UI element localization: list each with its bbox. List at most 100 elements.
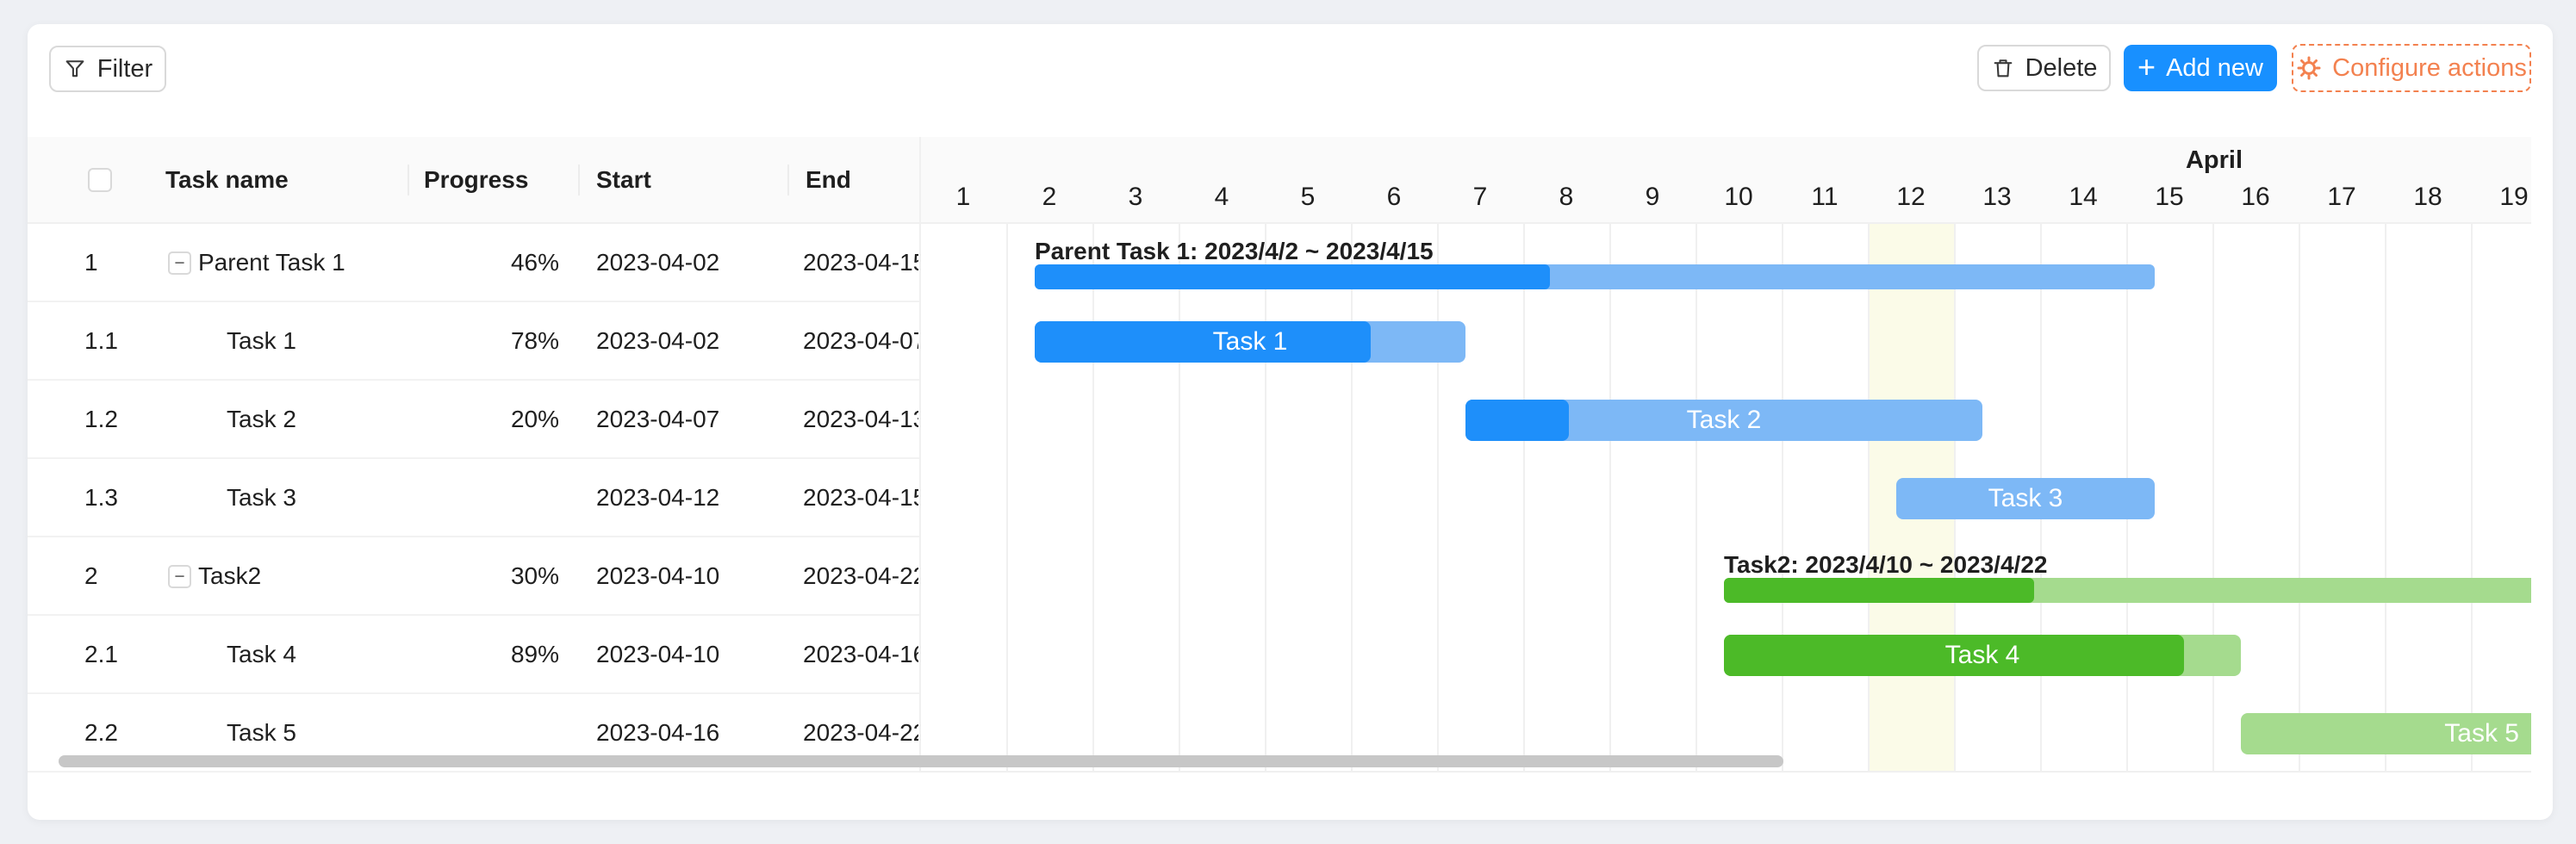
day-label: 13 <box>1982 183 2012 211</box>
start-date: 2023-04-02 <box>596 326 720 354</box>
progress-value: 30% <box>510 562 559 589</box>
end-date: 2023-04-15 <box>803 248 918 276</box>
gantt-bar-label: Task 3 <box>1988 484 2063 512</box>
gantt-parent-label: Parent Task 1: 2023/4/2 ~ 2023/4/15 <box>1035 238 1434 264</box>
day-label: 17 <box>2327 183 2356 211</box>
gantt-widget-card: Filter Delete + Add new Configure action… <box>28 24 2553 820</box>
task-name: Task 4 <box>227 640 296 667</box>
grid-line <box>1351 224 1353 771</box>
gantt-bar-label: Task 2 <box>1686 406 1762 434</box>
configure-actions-button[interactable]: Configure actions <box>2292 44 2531 92</box>
gantt-bar-fill <box>1465 400 1569 441</box>
table-row[interactable]: 1.2 Task 2 20% 2023-04-07 2023-04-13 <box>28 381 920 459</box>
gantt-chart-area: Parent Task 1: 2023/4/2 ~ 2023/4/15 Task … <box>920 224 2531 773</box>
day-label: 4 <box>1214 183 1229 211</box>
end-date: 2023-04-22 <box>803 718 918 746</box>
task-name: Task 2 <box>227 405 296 432</box>
configure-actions-label: Configure actions <box>2332 53 2527 82</box>
gantt-bar-fill <box>1724 578 2034 603</box>
task-name: Parent Task 1 <box>198 248 345 276</box>
filter-funnel-icon <box>63 57 87 81</box>
gantt-bar[interactable] <box>1724 578 2531 603</box>
plus-icon: + <box>2137 48 2156 84</box>
grid-line <box>1437 224 1439 771</box>
progress-value <box>408 459 569 536</box>
column-header-end: End <box>806 165 851 193</box>
gantt-bar[interactable]: Task 2 <box>1465 400 1982 441</box>
gear-icon <box>2296 55 2322 81</box>
task-name: Task 1 <box>227 326 296 354</box>
gantt-bar-fill <box>1035 264 1550 289</box>
table-row[interactable]: 2.1 Task 4 89% 2023-04-10 2023-04-16 <box>28 616 920 694</box>
grid-line <box>1006 224 1008 771</box>
day-label: 7 <box>1472 183 1488 211</box>
row-index: 1.3 <box>84 483 118 511</box>
end-date: 2023-04-13 <box>803 405 918 432</box>
column-header-start: Start <box>596 165 651 193</box>
column-separator <box>408 164 409 195</box>
gantt-bar-label: Task 1 <box>1212 327 1288 356</box>
row-index: 2.2 <box>84 718 118 746</box>
day-label: 6 <box>1386 183 1402 211</box>
grid-line <box>1092 224 1094 771</box>
gantt-bar[interactable]: Task 5 <box>2241 713 2531 754</box>
row-index: 1.1 <box>84 326 118 354</box>
day-label: 15 <box>2155 183 2184 211</box>
grid-line <box>1179 224 1180 771</box>
horizontal-scrollbar-thumb[interactable] <box>59 755 1783 767</box>
task-name: Task 5 <box>227 718 296 746</box>
row-index: 1.2 <box>84 405 118 432</box>
gantt-bar-label: Task 4 <box>1944 641 2020 669</box>
column-header-progress: Progress <box>424 165 529 193</box>
gantt-bar[interactable] <box>1035 264 2155 289</box>
day-label: 1 <box>955 183 971 211</box>
grid-line <box>1523 224 1525 771</box>
delete-button-label: Delete <box>2025 53 2098 82</box>
filter-button[interactable]: Filter <box>49 46 166 92</box>
progress-value: 46% <box>510 248 559 276</box>
start-date: 2023-04-12 <box>596 483 720 511</box>
grid-line <box>1696 224 1697 771</box>
start-date: 2023-04-07 <box>596 405 720 432</box>
delete-button[interactable]: Delete <box>1977 45 2111 91</box>
collapse-button[interactable]: − <box>168 565 191 588</box>
select-all-checkbox[interactable] <box>88 168 112 192</box>
day-label: 16 <box>2241 183 2270 211</box>
column-separator <box>578 164 580 195</box>
grid-line <box>1265 224 1266 771</box>
table-row[interactable]: 1.1 Task 1 78% 2023-04-02 2023-04-07 <box>28 302 920 381</box>
filter-button-label: Filter <box>96 54 153 83</box>
table-header: Task name Progress Start End <box>28 137 920 224</box>
task-name: Task 3 <box>227 483 296 511</box>
column-header-task-name: Task name <box>165 165 289 193</box>
table-row[interactable]: 2 − Task2 30% 2023-04-10 2023-04-22 <box>28 537 920 616</box>
progress-value: 20% <box>510 405 559 432</box>
grid-line <box>1609 224 1611 771</box>
day-label: 10 <box>1724 183 1753 211</box>
progress-value: 89% <box>510 640 559 667</box>
column-separator <box>787 164 789 195</box>
progress-value: 78% <box>510 326 559 354</box>
add-new-button-label: Add new <box>2166 53 2263 82</box>
table-row[interactable]: 1.3 Task 3 2023-04-12 2023-04-15 <box>28 459 920 537</box>
gantt-month-label: April <box>2185 146 2243 174</box>
start-date: 2023-04-10 <box>596 640 720 667</box>
start-date: 2023-04-10 <box>596 562 720 589</box>
day-label: 9 <box>1645 183 1660 211</box>
grid-line <box>1868 224 1870 771</box>
grid-line <box>2299 224 2300 771</box>
gantt-bar[interactable]: Task 3 <box>1896 478 2155 519</box>
gantt-bar[interactable]: Task 4 <box>1724 635 2241 676</box>
start-date: 2023-04-16 <box>596 718 720 746</box>
day-label: 11 <box>1811 183 1839 211</box>
gantt-bar-label: Task 5 <box>2444 719 2519 748</box>
gantt-bar-fill <box>1035 321 1371 363</box>
collapse-button[interactable]: − <box>168 251 191 275</box>
row-index: 2.1 <box>84 640 118 667</box>
add-new-button[interactable]: + Add new <box>2124 45 2277 91</box>
day-label: 14 <box>2069 183 2098 211</box>
gantt-bar[interactable]: Task 1 <box>1035 321 1465 363</box>
trash-icon <box>1991 56 2015 80</box>
table-row[interactable]: 1 − Parent Task 1 46% 2023-04-02 2023-04-15 <box>28 224 920 302</box>
